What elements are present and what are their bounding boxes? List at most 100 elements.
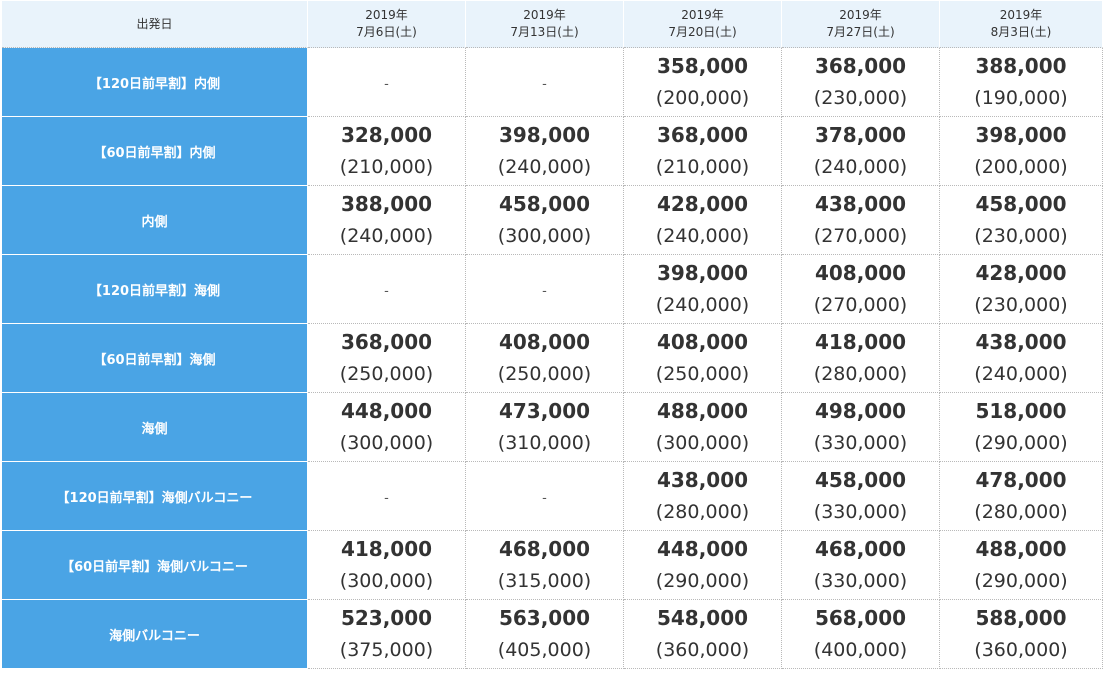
price-cell: 408,000 (270,000) [782, 255, 940, 324]
price-cell: 438,000 (240,000) [940, 324, 1103, 393]
price-sub: (330,000) [813, 501, 908, 523]
table-row: 内側 388,000 (240,000) 458,000 (300,000) 428,00… [2, 186, 1103, 255]
price-sub: (240,000) [974, 363, 1068, 385]
price-cell: 388,000 (240,000) [308, 186, 466, 255]
price-main: 588,000 [975, 606, 1067, 630]
price-cell: - [308, 255, 466, 324]
price-cell: 438,000 (280,000) [624, 462, 782, 531]
price-cell: 518,000 (290,000) [940, 393, 1103, 462]
table-header-row: 出発日 2019年 7月6日(土) 2019年 7月13日(土) 2019年 7… [2, 1, 1103, 48]
price-main: 468,000 [814, 537, 907, 561]
date-header-4: 2019年 7月27日(土) [782, 1, 940, 48]
price-cell: 488,000 (290,000) [940, 531, 1103, 600]
price-cell: 368,000 (210,000) [624, 117, 782, 186]
table-row: 【60日前早割】海側バルコニー 418,000 (300,000) 468,000 (3… [2, 531, 1103, 600]
date-year: 2019年 [999, 8, 1043, 22]
price-sub: (240,000) [813, 156, 908, 178]
price-main: 428,000 [656, 192, 749, 216]
price-main: 478,000 [975, 468, 1067, 492]
price-sub: (375,000) [339, 639, 434, 661]
cabin-type-label: 【120日前早割】海側バルコニー [2, 462, 308, 531]
price-sub: (330,000) [813, 432, 908, 454]
price-cell: 378,000 (240,000) [782, 117, 940, 186]
price-cell: 458,000 (330,000) [782, 462, 940, 531]
price-cell: - [466, 255, 624, 324]
price-sub: (310,000) [497, 432, 592, 454]
departure-date-header: 出発日 [2, 1, 308, 48]
price-cell: 473,000 (310,000) [466, 393, 624, 462]
price-main: 438,000 [814, 192, 907, 216]
price-cell: 568,000 (400,000) [782, 600, 940, 669]
price-sub: (210,000) [339, 156, 434, 178]
price-sub: (250,000) [339, 363, 434, 385]
price-cell: 398,000 (200,000) [940, 117, 1103, 186]
date-header-3: 2019年 7月20日(土) [624, 1, 782, 48]
price-cell: 523,000 (375,000) [308, 600, 466, 669]
price-sub: (240,000) [655, 225, 750, 247]
table-row: 海側バルコニー 523,000 (375,000) 563,000 (405,000) 5… [2, 600, 1103, 669]
price-main: 473,000 [498, 399, 591, 423]
price-cell: - [308, 48, 466, 117]
table-row: 【120日前早割】海側バルコニー - - 438,000 (280,000) 458,00… [2, 462, 1103, 531]
price-main: 458,000 [498, 192, 591, 216]
price-main: 388,000 [975, 54, 1067, 78]
price-main: 418,000 [340, 537, 433, 561]
price-cell: 408,000 (250,000) [624, 324, 782, 393]
price-sub: (405,000) [497, 639, 592, 661]
price-sub: (240,000) [497, 156, 592, 178]
price-cell: 388,000 (190,000) [940, 48, 1103, 117]
price-main: 408,000 [498, 330, 591, 354]
price-main: 368,000 [814, 54, 907, 78]
price-main: 418,000 [814, 330, 907, 354]
date-year: 2019年 [839, 8, 882, 22]
price-cell: 468,000 (330,000) [782, 531, 940, 600]
not-available-dash: - [542, 490, 547, 506]
price-sub: (300,000) [497, 225, 592, 247]
not-available-dash: - [542, 283, 547, 299]
cabin-type-label: 海側 [2, 393, 308, 462]
price-cell: 418,000 (300,000) [308, 531, 466, 600]
price-main: 368,000 [340, 330, 433, 354]
price-main: 378,000 [814, 123, 907, 147]
price-sub: (250,000) [497, 363, 592, 385]
date-year: 2019年 [523, 8, 566, 22]
price-sub: (300,000) [339, 570, 434, 592]
table-row: 海側 448,000 (300,000) 473,000 (310,000) 488,00… [2, 393, 1103, 462]
price-cell: 488,000 (300,000) [624, 393, 782, 462]
not-available-dash: - [384, 76, 389, 92]
date-year: 2019年 [681, 8, 724, 22]
table-row: 【120日前早割】海側 - - 398,000 (240,000) 408,000 (270… [2, 255, 1103, 324]
price-main: 498,000 [814, 399, 907, 423]
price-cell: 408,000 (250,000) [466, 324, 624, 393]
price-main: 518,000 [975, 399, 1067, 423]
table-row: 【60日前早割】海側 368,000 (250,000) 408,000 (250,00… [2, 324, 1103, 393]
price-cell: 368,000 (250,000) [308, 324, 466, 393]
price-cell: 588,000 (360,000) [940, 600, 1103, 669]
price-sub: (360,000) [655, 639, 750, 661]
price-main: 488,000 [975, 537, 1067, 561]
price-cell: 438,000 (270,000) [782, 186, 940, 255]
cabin-type-label: 【60日前早割】海側バルコニー [2, 531, 308, 600]
table-row: 【120日前早割】内側 - - 358,000 (200,000) 368,000 (230… [2, 48, 1103, 117]
not-available-dash: - [542, 76, 547, 92]
price-sub: (330,000) [813, 570, 908, 592]
date-day: 8月3日(土) [990, 25, 1052, 39]
price-main: 398,000 [975, 123, 1067, 147]
price-cell: 398,000 (240,000) [624, 255, 782, 324]
date-day: 7月13日(土) [510, 25, 579, 39]
price-sub: (300,000) [655, 432, 750, 454]
price-sub: (290,000) [655, 570, 750, 592]
price-main: 458,000 [975, 192, 1067, 216]
price-main: 563,000 [498, 606, 591, 630]
price-main: 438,000 [975, 330, 1067, 354]
price-main: 548,000 [656, 606, 749, 630]
price-cell: 428,000 (240,000) [624, 186, 782, 255]
cabin-type-label: 【120日前早割】内側 [2, 48, 308, 117]
date-header-1: 2019年 7月6日(土) [308, 1, 466, 48]
price-main: 488,000 [656, 399, 749, 423]
price-sub: (290,000) [974, 570, 1068, 592]
price-sub: (280,000) [813, 363, 908, 385]
price-sub: (300,000) [339, 432, 434, 454]
price-cell: - [466, 48, 624, 117]
